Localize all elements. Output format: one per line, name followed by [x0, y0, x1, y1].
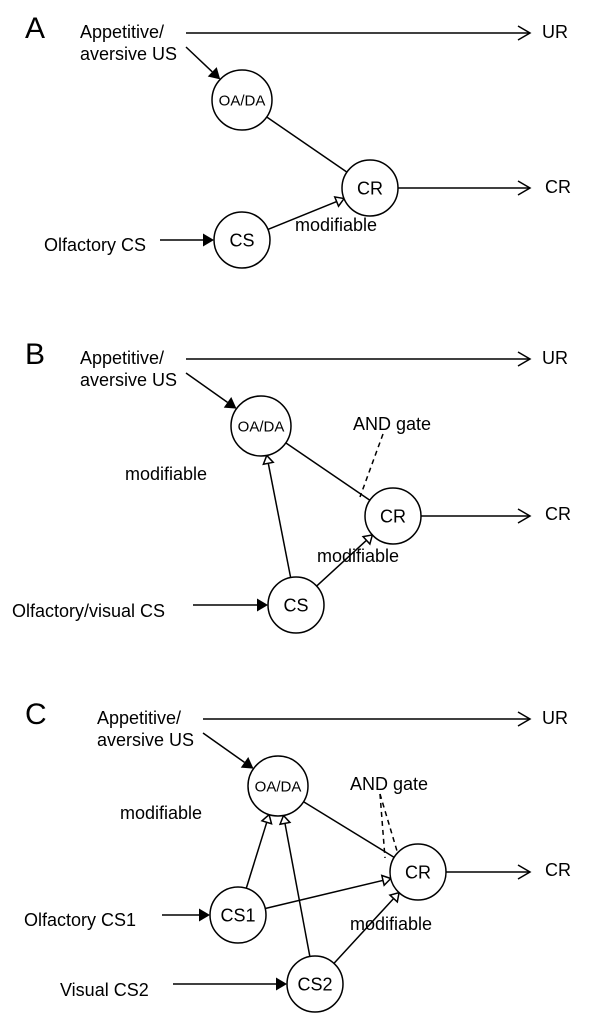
- cr-out-label: CR: [545, 177, 571, 197]
- edge: [265, 880, 383, 908]
- edge: [285, 823, 310, 956]
- arrowhead-open: [262, 815, 272, 824]
- modifiable-label-0: modifiable: [295, 215, 377, 235]
- cs-input-label-1: Visual CS2: [60, 980, 149, 1000]
- arrowhead-closed: [203, 234, 214, 247]
- panel-letter-B: B: [25, 338, 45, 371]
- and-gate-lead: [360, 434, 383, 497]
- edge: [268, 463, 290, 577]
- cr-node-label: CR: [380, 506, 406, 526]
- oada-node-label: OA/DA: [238, 418, 285, 435]
- oada-node-label: OA/DA: [219, 92, 266, 109]
- us-label-1: Appetitive/: [80, 22, 164, 42]
- and-gate-label: AND gate: [350, 774, 428, 794]
- oada-node-label: OA/DA: [255, 778, 302, 795]
- us-label-2: aversive US: [80, 370, 177, 390]
- cs-input-label: Olfactory CS: [44, 235, 146, 255]
- us-label-2: aversive US: [97, 730, 194, 750]
- ur-label: UR: [542, 22, 568, 42]
- arrowhead-closed: [241, 757, 254, 769]
- modifiable-label-0: modifiable: [125, 464, 207, 484]
- us-label-2: aversive US: [80, 44, 177, 64]
- cs2-node-label: CS2: [297, 974, 332, 994]
- arrowhead-closed: [224, 397, 237, 409]
- us-label-1: Appetitive/: [80, 348, 164, 368]
- cr-out-label: CR: [545, 504, 571, 524]
- panel-letter-A: A: [25, 12, 45, 45]
- arrowhead-open: [382, 876, 391, 886]
- us-label-1: Appetitive/: [97, 708, 181, 728]
- arrowhead-open: [263, 455, 273, 464]
- edge: [203, 733, 245, 762]
- cs-node-label: CS: [283, 595, 308, 615]
- cs-input-label-0: Olfactory CS1: [24, 910, 136, 930]
- cr-node-label: CR: [405, 862, 431, 882]
- ur-label: UR: [542, 348, 568, 368]
- panel-letter-C: C: [25, 698, 47, 731]
- cr-out-label: CR: [545, 860, 571, 880]
- cs1-node-label: CS1: [220, 905, 255, 925]
- cr-node-label: CR: [357, 178, 383, 198]
- arrowhead-closed: [199, 909, 210, 922]
- arrowhead-open: [280, 815, 290, 824]
- modifiable-label-1: modifiable: [350, 914, 432, 934]
- ur-label: UR: [542, 708, 568, 728]
- modifiable-label-0: modifiable: [120, 803, 202, 823]
- edge: [246, 822, 266, 888]
- edge: [304, 802, 395, 858]
- and-gate-label: AND gate: [353, 414, 431, 434]
- edge: [186, 373, 228, 402]
- arrowhead-closed: [257, 599, 268, 612]
- edge: [267, 117, 347, 172]
- cs-node-label: CS: [229, 230, 254, 250]
- edge: [186, 47, 212, 72]
- edge: [286, 443, 370, 500]
- arrowhead-closed: [276, 978, 287, 991]
- arrowhead-open: [335, 197, 344, 206]
- cs-input-label: Olfactory/visual CS: [12, 601, 165, 621]
